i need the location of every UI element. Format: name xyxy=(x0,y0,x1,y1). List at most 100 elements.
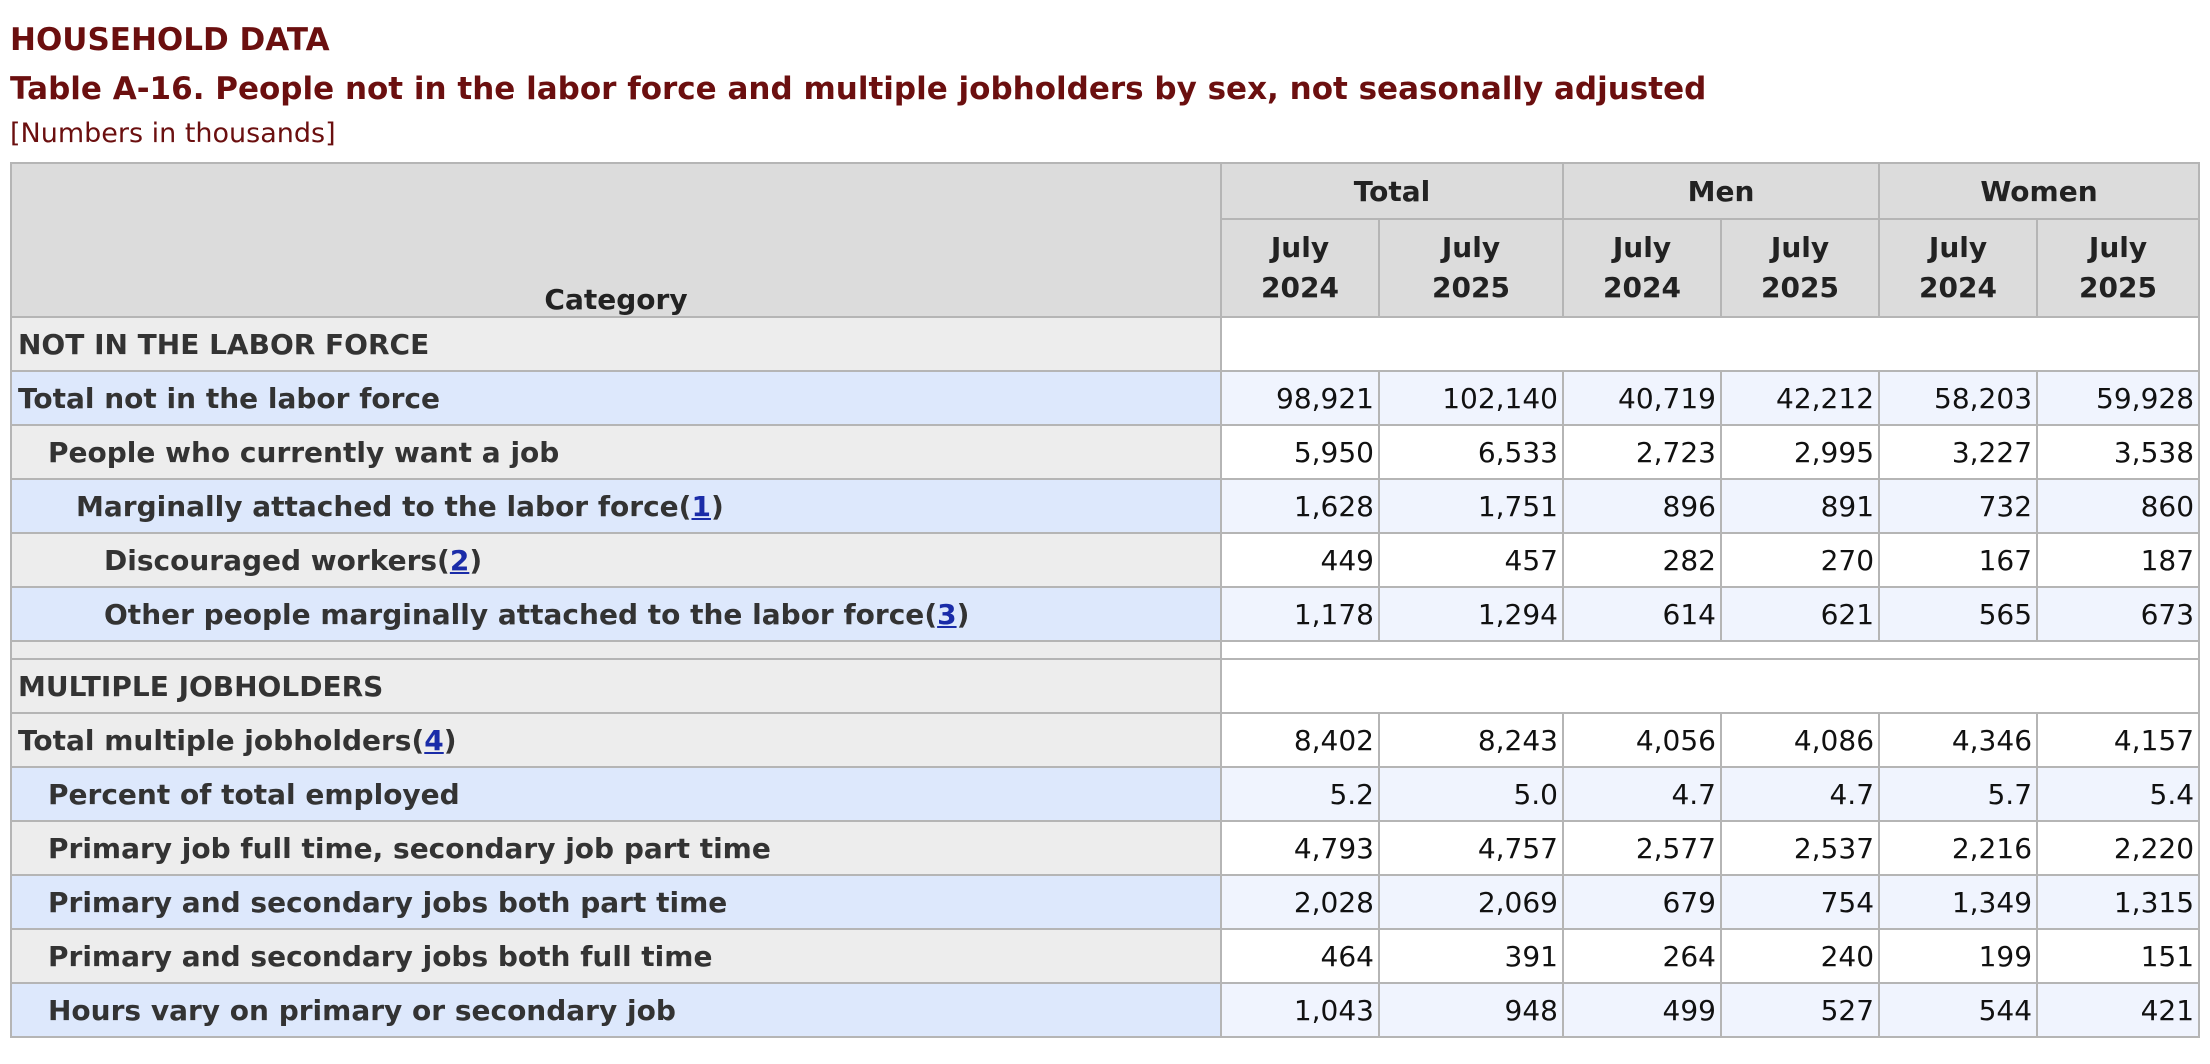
value-cell: 151 xyxy=(2036,928,2201,984)
units-note: [Numbers in thousands] xyxy=(10,118,336,149)
value-cell: 4,157 xyxy=(2036,712,2201,768)
table-row: Primary and secondary jobs both full tim… xyxy=(10,928,2201,984)
row-label-text: Hours vary on primary or secondary job xyxy=(48,993,676,1027)
group-header-row: Category Total Men Women xyxy=(10,162,2201,318)
period-header: July 2024 xyxy=(1562,218,1722,318)
value-cell: 199 xyxy=(1878,928,2039,984)
value-cell: 6,533 xyxy=(1378,424,1564,480)
value-cell: 896 xyxy=(1562,478,1722,534)
value-cell: 5.0 xyxy=(1378,766,1564,822)
row-label: Primary job full time, secondary job par… xyxy=(10,820,1222,876)
row-label-text: Percent of total employed xyxy=(48,777,460,811)
value-cell: 4,757 xyxy=(1378,820,1564,876)
value-cell: 5.2 xyxy=(1220,766,1380,822)
value-cell: 2,577 xyxy=(1562,820,1722,876)
value-cell: 8,402 xyxy=(1220,712,1380,768)
footnote-ref: (4) xyxy=(411,723,457,757)
value-cell: 167 xyxy=(1878,532,2039,588)
value-cell: 732 xyxy=(1878,478,2039,534)
value-cell: 8,243 xyxy=(1378,712,1564,768)
row-label: Primary and secondary jobs both part tim… xyxy=(10,874,1222,930)
value-cell: 282 xyxy=(1562,532,1722,588)
table-row: Discouraged workers(2) 449 457 282 270 167 187 xyxy=(10,532,2201,588)
footnote-ref: (3) xyxy=(924,597,970,631)
value-cell: 270 xyxy=(1719,532,1881,588)
value-cell: 42,212 xyxy=(1719,370,1881,426)
row-label: Discouraged workers(2) xyxy=(10,532,1222,588)
section-title: NOT IN THE LABOR FORCE xyxy=(10,316,1222,372)
table-row: Marginally attached to the labor force(1… xyxy=(10,478,2201,534)
table-body: NOT IN THE LABOR FORCE Total not in the l… xyxy=(10,316,2201,1038)
period-month: July xyxy=(1770,231,1830,264)
row-label: Other people marginally attached to the … xyxy=(10,586,1222,642)
table-row: Primary and secondary jobs both part tim… xyxy=(10,874,2201,930)
row-label: Marginally attached to the labor force(1… xyxy=(10,478,1222,534)
row-label-text: Total multiple jobholders xyxy=(18,723,412,757)
value-cell: 421 xyxy=(2036,982,2201,1038)
period-month: July xyxy=(1928,231,1988,264)
value-cell: 3,227 xyxy=(1878,424,2039,480)
value-cell: 673 xyxy=(2036,586,2201,642)
table-header: Category Total Men Women July 2024 July 202… xyxy=(10,162,2201,318)
category-header: Category xyxy=(10,162,1222,318)
table-row: Total not in the labor force 98,921 102,14… xyxy=(10,370,2201,426)
period-year: 2025 xyxy=(1761,271,1839,304)
value-cell: 264 xyxy=(1562,928,1722,984)
footnote-link[interactable]: 3 xyxy=(937,597,957,631)
value-cell: 1,294 xyxy=(1378,586,1564,642)
value-cell: 2,028 xyxy=(1220,874,1380,930)
section-blank-cell xyxy=(1219,658,2201,714)
period-year: 2024 xyxy=(1919,271,1997,304)
row-label-text: People who currently want a job xyxy=(48,435,560,469)
period-month: July xyxy=(2088,231,2148,264)
period-month: July xyxy=(1612,231,1672,264)
value-cell: 2,723 xyxy=(1562,424,1722,480)
section-header-row: MULTIPLE JOBHOLDERS xyxy=(10,658,2201,714)
table-row: Primary job full time, secondary job par… xyxy=(10,820,2201,876)
value-cell: 948 xyxy=(1378,982,1564,1038)
spacer-cell xyxy=(1219,640,2201,660)
period-header: July 2024 xyxy=(1878,218,2039,318)
section-blank-cell xyxy=(1219,316,2201,372)
table-row: Other people marginally attached to the … xyxy=(10,586,2201,642)
value-cell: 2,537 xyxy=(1719,820,1881,876)
value-cell: 4.7 xyxy=(1562,766,1722,822)
value-cell: 240 xyxy=(1719,928,1881,984)
period-year: 2024 xyxy=(1261,271,1339,304)
value-cell: 754 xyxy=(1719,874,1881,930)
value-cell: 5,950 xyxy=(1220,424,1380,480)
value-cell: 2,995 xyxy=(1719,424,1881,480)
value-cell: 391 xyxy=(1378,928,1564,984)
page: HOUSEHOLD DATA Table A-16. People not in… xyxy=(10,22,2201,1038)
value-cell: 614 xyxy=(1562,586,1722,642)
table-title: Table A-16. People not in the labor forc… xyxy=(10,71,1707,107)
value-cell: 98,921 xyxy=(1220,370,1380,426)
footnote-link[interactable]: 1 xyxy=(691,489,711,523)
spacer-cell xyxy=(10,640,1222,660)
data-table: Category Total Men Women July 2024 July 202… xyxy=(10,162,2201,1038)
period-month: July xyxy=(1270,231,1330,264)
value-cell: 102,140 xyxy=(1378,370,1564,426)
value-cell: 4,346 xyxy=(1878,712,2039,768)
footnote-link[interactable]: 4 xyxy=(424,723,444,757)
value-cell: 457 xyxy=(1378,532,1564,588)
period-header: July 2025 xyxy=(1378,218,1564,318)
value-cell: 5.7 xyxy=(1878,766,2039,822)
table-row: Percent of total employed 5.2 5.0 4.7 4.7 5.7… xyxy=(10,766,2201,822)
table-row: People who currently want a job 5,950 6,53… xyxy=(10,424,2201,480)
value-cell: 1,315 xyxy=(2036,874,2201,930)
value-cell: 1,178 xyxy=(1220,586,1380,642)
value-cell: 1,349 xyxy=(1878,874,2039,930)
value-cell: 59,928 xyxy=(2036,370,2201,426)
value-cell: 565 xyxy=(1878,586,2039,642)
section-title: MULTIPLE JOBHOLDERS xyxy=(10,658,1222,714)
value-cell: 4.7 xyxy=(1719,766,1881,822)
section-header-row: NOT IN THE LABOR FORCE xyxy=(10,316,2201,372)
footnote-link[interactable]: 2 xyxy=(449,543,470,577)
value-cell: 4,793 xyxy=(1220,820,1380,876)
value-cell: 2,216 xyxy=(1878,820,2039,876)
period-header: July 2024 xyxy=(1220,218,1380,318)
footnote-ref: (2) xyxy=(437,543,483,577)
group-header-total: Total xyxy=(1220,162,1564,220)
period-header: July 2025 xyxy=(1719,218,1881,318)
